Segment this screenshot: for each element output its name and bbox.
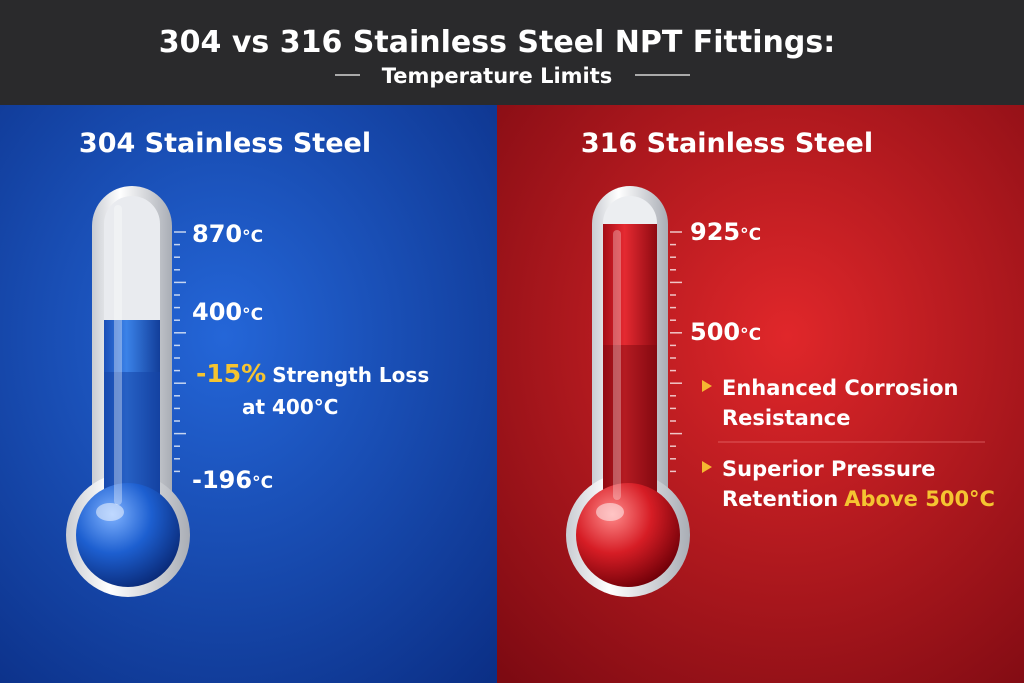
header-bar (0, 0, 1024, 105)
title: 304 vs 316 Stainless Steel NPT Fittings: (159, 25, 835, 60)
note: -15% Strength Loss (196, 359, 429, 388)
scale-label: 500°C (690, 318, 761, 346)
panel-316 (497, 105, 1024, 683)
thermometer-304 (66, 186, 190, 597)
tick-marks (174, 231, 186, 473)
scale-label: 400°C (192, 298, 263, 326)
bullet-arrow (702, 380, 712, 392)
bullet-arrow (702, 461, 712, 473)
bullet-text: Retention Above 500°C (722, 487, 995, 511)
panel-title: 304 Stainless Steel (79, 128, 371, 159)
bullet-text: Resistance (722, 406, 850, 430)
panel-304 (0, 105, 497, 683)
note-line: at 400°C (242, 395, 338, 419)
thermometer-316 (566, 186, 690, 597)
tick-marks (670, 231, 682, 473)
scale-label: 870°C (192, 220, 263, 248)
subtitle: Temperature Limits (382, 64, 613, 88)
scale-label: -196°C (192, 466, 273, 494)
bullet-text: Enhanced Corrosion (722, 376, 958, 400)
bullet-text: Superior Pressure (722, 457, 936, 481)
panel-title: 316 Stainless Steel (581, 128, 873, 159)
scale-label: 925°C (690, 218, 761, 246)
